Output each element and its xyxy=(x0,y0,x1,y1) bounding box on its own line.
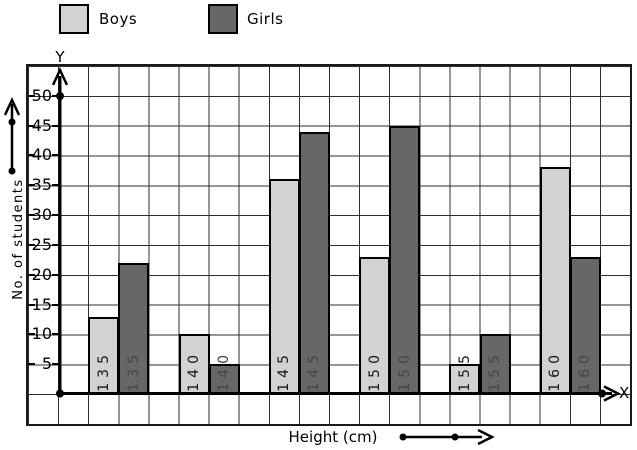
y-tick-dash-inner xyxy=(52,124,60,127)
y-tick-dash-inner xyxy=(52,94,60,97)
bar-girls-145: 145 xyxy=(298,131,330,396)
y-tick-label: 25 xyxy=(31,234,52,254)
bar-boys-155: 155 xyxy=(449,350,481,396)
y-tick-label: 30 xyxy=(31,205,52,225)
bar-label: 140 xyxy=(186,350,203,393)
y-tick-dash-outer xyxy=(28,214,35,217)
bar-label: 140 xyxy=(216,350,233,393)
y-tick-dash-outer xyxy=(28,363,35,366)
bar-label: 150 xyxy=(366,350,383,393)
y-tick-dash-inner xyxy=(52,214,60,217)
y-tick-label: 40 xyxy=(31,145,52,165)
y-tick-dash-outer xyxy=(28,94,35,97)
y-tick-dash-outer xyxy=(28,124,35,127)
bar-girls-155: 155 xyxy=(479,334,511,396)
bar-boys-150: 150 xyxy=(359,256,391,396)
bar-label: 160 xyxy=(577,350,594,393)
y-tick-dash-outer xyxy=(28,154,35,157)
bar-boys-145: 145 xyxy=(268,179,300,396)
bar-boys-135: 135 xyxy=(88,316,120,396)
bar-label: 160 xyxy=(547,350,564,393)
legend-label-boys: Boys xyxy=(99,10,138,28)
legend-swatch-boys xyxy=(59,4,89,34)
y-tick-dash-outer xyxy=(28,243,35,246)
bar-boys-160: 160 xyxy=(539,167,571,396)
bar-girls-140: 140 xyxy=(208,350,240,396)
y-tick-dash-inner xyxy=(52,154,60,157)
bar-label: 135 xyxy=(125,350,142,393)
y-tick-dash-inner xyxy=(52,243,60,246)
y-axis-letter: Y xyxy=(55,48,65,66)
bar-boys-140: 140 xyxy=(178,334,210,396)
y-tick-label: 20 xyxy=(31,264,52,284)
x-direction-dot-2 xyxy=(451,433,459,441)
bar-girls-135: 135 xyxy=(118,262,150,396)
x-direction-arrowhead-icon xyxy=(477,428,495,446)
bar-label: 135 xyxy=(95,350,112,393)
bar-label: 155 xyxy=(456,350,473,393)
y-tick-dash-inner xyxy=(52,184,60,187)
y-tick-dash-inner xyxy=(52,333,60,336)
y-tick-dash-outer xyxy=(28,333,35,336)
y-tick-label: 15 xyxy=(31,294,52,314)
y-tick-dash-inner xyxy=(52,273,60,276)
bar-girls-160: 160 xyxy=(569,256,601,396)
y-tick-label: 35 xyxy=(31,175,52,195)
x-axis-letter: X xyxy=(619,384,630,402)
x-direction-dot-1 xyxy=(399,433,407,441)
bar-label: 150 xyxy=(396,350,413,393)
y-direction-arrowhead-icon xyxy=(3,97,21,116)
y-tick-dash-inner xyxy=(52,303,60,306)
bar-girls-150: 150 xyxy=(389,125,421,396)
y-tick-dash-outer xyxy=(28,184,35,187)
y-tick-label: 50 xyxy=(31,85,52,105)
y-tick-label: 10 xyxy=(31,324,52,344)
y-tick-dash-outer xyxy=(28,303,35,306)
bar-label: 145 xyxy=(306,350,323,393)
y-tick-dash-inner xyxy=(52,363,60,366)
bar-label: 145 xyxy=(276,350,293,393)
x-axis-title: Height (cm) xyxy=(288,428,378,446)
y-tick-label: 5 xyxy=(41,354,52,374)
y-tick-dash-outer xyxy=(28,273,35,276)
legend-swatch-girls xyxy=(208,4,238,34)
y-tick-label: 45 xyxy=(31,115,52,135)
bar-label: 155 xyxy=(487,350,504,393)
legend-label-girls: Girls xyxy=(247,10,284,28)
y-direction-dot-1 xyxy=(8,118,16,126)
